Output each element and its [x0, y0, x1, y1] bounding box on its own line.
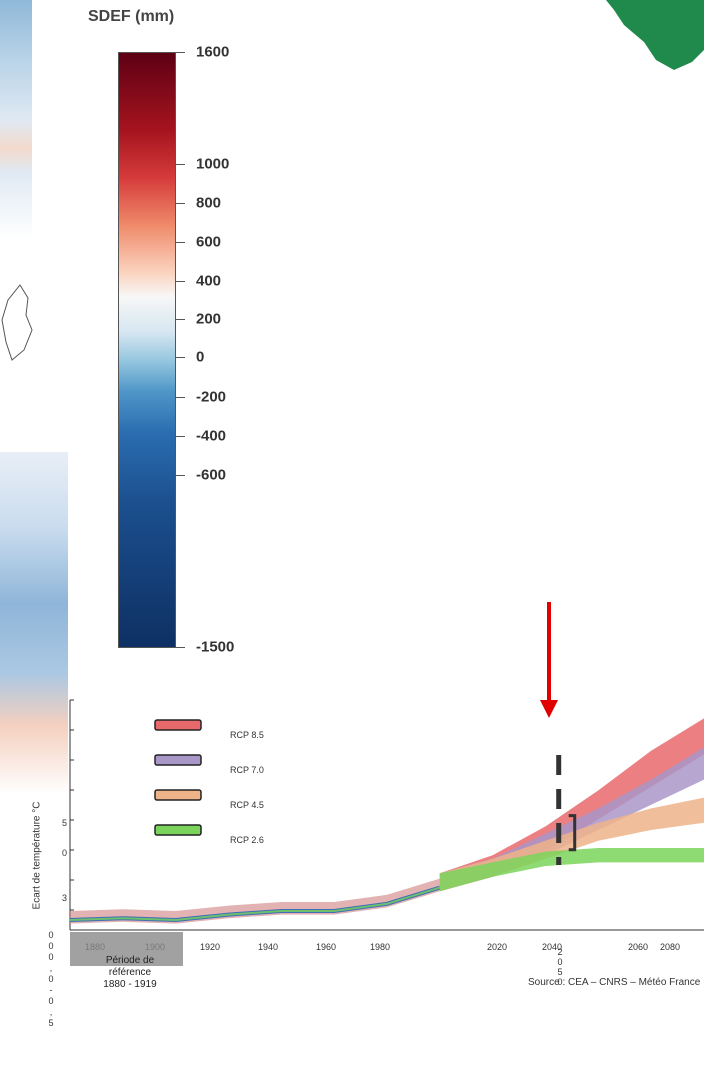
legend-swatch	[154, 824, 202, 836]
colorbar-tick-label: -200	[196, 388, 227, 406]
colorbar-tick-mark	[176, 436, 185, 437]
colorbar-tick-label: -600	[196, 466, 227, 484]
legend-label: RCP 7.0	[230, 765, 264, 775]
source-credit: Source : CEA – CNRS – Météo France	[528, 977, 701, 988]
colorbar-tick-label: 1600	[196, 43, 230, 61]
historical-band	[70, 878, 440, 924]
colorbar-tick-label: -400	[196, 427, 227, 445]
series-band-rcp85	[439, 718, 704, 892]
x-tick-label: 2020	[487, 942, 507, 950]
colorbar-tick-mark	[176, 475, 185, 476]
y-tick: 0	[62, 848, 68, 858]
y-tick: 3	[62, 893, 68, 903]
reference-period-box	[70, 932, 183, 966]
map-fragment-bottom	[0, 452, 68, 832]
colorbar-tick-label: 1000	[196, 155, 230, 173]
colorbar-tick-mark	[176, 397, 185, 398]
historical-line-green	[69, 886, 441, 922]
legend-label: RCP 2.6	[230, 835, 264, 845]
x-tick-label: 2080	[660, 942, 680, 950]
legend-swatch	[154, 789, 202, 801]
red-arrow-shaft	[547, 602, 551, 702]
bracket-2050	[568, 814, 577, 852]
x-tick-label: 2060	[628, 942, 648, 950]
colorbar-tick-label: -1500	[196, 638, 235, 656]
legend-title: SDEF (mm)	[88, 8, 175, 25]
colorbar-tick-mark	[176, 319, 185, 320]
colorbar-tick-label: 600	[196, 233, 222, 251]
colorbar	[118, 52, 176, 648]
legend-swatch	[154, 754, 202, 766]
y-axis-label: Ecart de température °C	[31, 801, 43, 910]
reference-period-label: Période de référence 1880 - 1919	[103, 955, 157, 990]
x-tick-label: 1940	[258, 942, 278, 950]
colorbar-tick-mark	[176, 647, 185, 648]
colorbar-tick-mark	[176, 242, 185, 243]
corsica-outline	[1, 284, 33, 361]
colorbar-tick-mark	[176, 164, 185, 165]
map-fragment-top	[0, 0, 32, 240]
colorbar-tick-mark	[176, 203, 185, 204]
colorbar-tick-label: 200	[196, 310, 222, 328]
x-tick-label: 1960	[316, 942, 336, 950]
x-tick-label: 2040	[542, 942, 562, 950]
x-tick-label: 1980	[370, 942, 390, 950]
colorbar-tick-mark	[176, 357, 185, 358]
vertical-digits: 0 0 0 , 0 - 0 , 5	[48, 930, 54, 1028]
x-tick-label: 1920	[200, 942, 220, 950]
legend-label: RCP 8.5	[230, 730, 264, 740]
colorbar-tick-mark	[176, 52, 185, 53]
series-band-rcp26	[439, 848, 704, 892]
red-arrow-head	[540, 700, 558, 718]
legend-label: RCP 4.5	[230, 800, 264, 810]
colorbar-tick-label: 800	[196, 194, 222, 212]
colorbar-tick-mark	[176, 281, 185, 282]
vertical-digits-2050: 2 0 5 0	[557, 947, 563, 987]
colorbar-tick-label: 0	[196, 348, 205, 366]
colorbar-tick-label: 400	[196, 272, 222, 290]
map-inset-green	[606, 0, 704, 70]
legend-swatch	[154, 719, 202, 731]
y-tick: 5	[62, 818, 68, 828]
